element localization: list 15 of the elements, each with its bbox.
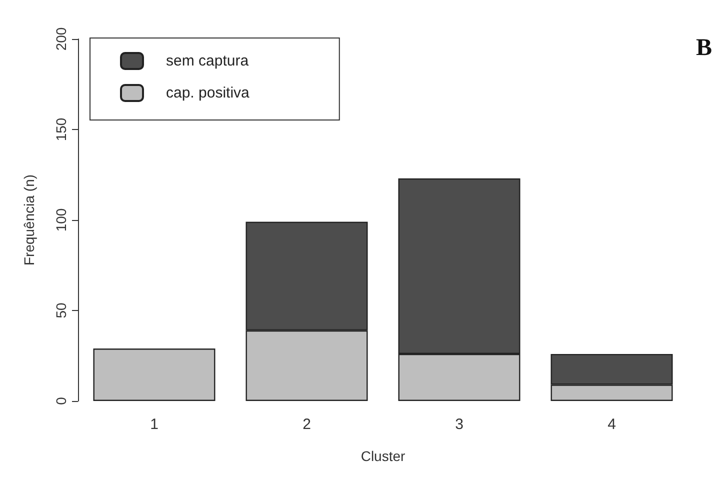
y-axis-title: Frequência (n) (21, 174, 37, 266)
y-tick-label: 0 (53, 396, 69, 405)
x-tick-label: 1 (150, 416, 158, 433)
y-tick-label: 50 (53, 302, 69, 318)
y-tick-label: 100 (53, 208, 69, 232)
x-tick-label: 4 (608, 416, 616, 433)
text: B (696, 35, 712, 61)
y-tick-label: 150 (53, 118, 69, 142)
bar (93, 348, 216, 401)
y-tick-label: 200 (53, 27, 69, 51)
legend-label: cap. positiva (166, 84, 250, 102)
x-tick-label: 3 (455, 416, 464, 433)
x-axis-title: Cluster (360, 448, 406, 464)
x-tick-label: 2 (302, 416, 311, 433)
legend-label: sem captura (166, 52, 250, 70)
